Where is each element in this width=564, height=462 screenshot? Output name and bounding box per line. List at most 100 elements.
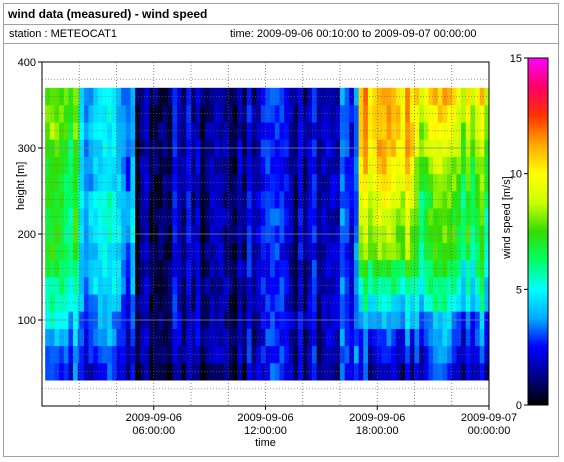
- heatmap-cell: [405, 173, 411, 192]
- heatmap-cell: [302, 87, 308, 106]
- heatmap-cell: [93, 122, 99, 140]
- heatmap-cell: [395, 328, 401, 347]
- heatmap-cell: [68, 105, 74, 123]
- heatmap-cell: [218, 328, 224, 347]
- heatmap-cell: [177, 259, 182, 278]
- heatmap-cell: [242, 363, 248, 381]
- heatmap-cell: [139, 122, 145, 140]
- heatmap-cell: [251, 208, 257, 226]
- heatmap-cell: [177, 87, 182, 106]
- heatmap-cell: [335, 87, 341, 106]
- heatmap-cell: [274, 363, 280, 381]
- heatmap-cell: [358, 277, 364, 295]
- heatmap-cell: [335, 105, 341, 123]
- heatmap-cell: [377, 87, 383, 106]
- heatmap-cell: [139, 259, 145, 278]
- axes: 1002003004002009-09-0606:00:002009-09-06…: [18, 57, 518, 437]
- heatmap-cell: [419, 294, 425, 312]
- heatmap-cell: [302, 173, 308, 192]
- heatmap-cell: [419, 173, 425, 192]
- heatmap-cell: [139, 363, 145, 381]
- heatmap-cell: [428, 328, 434, 347]
- heatmap-cell: [293, 242, 299, 261]
- heatmap-cell: [293, 328, 299, 347]
- heatmap-cell: [223, 87, 229, 106]
- heatmap-cell: [228, 363, 234, 381]
- heatmap-cell: [251, 122, 257, 140]
- heatmap-cell: [456, 242, 462, 261]
- heatmap-cell: [158, 173, 164, 192]
- heatmap-cell: [284, 191, 290, 209]
- heatmap-cell: [461, 294, 467, 312]
- heatmap-cell: [209, 191, 215, 209]
- heatmap-cell: [45, 328, 51, 347]
- heatmap-cell: [419, 87, 425, 106]
- heatmap-cell: [139, 242, 145, 261]
- heatmap-cell: [260, 156, 266, 175]
- heatmap-cell: [395, 345, 401, 364]
- heatmap-cell: [223, 363, 229, 381]
- heatmap-cell: [242, 173, 248, 192]
- heatmap-cell: [68, 122, 74, 140]
- heatmap-cell: [367, 363, 373, 381]
- heatmap-cell: [335, 363, 341, 381]
- heatmap-cell: [186, 328, 192, 347]
- heatmap-cell: [284, 363, 290, 381]
- heatmap-cell: [218, 156, 224, 175]
- heatmap-cell: [260, 345, 266, 364]
- heatmap-cell: [302, 259, 308, 278]
- heatmap-cell: [279, 328, 285, 347]
- heatmap-cell: [344, 87, 350, 106]
- heatmap-cell: [158, 363, 164, 381]
- heatmap-cell: [149, 294, 155, 312]
- heatmap-cell: [88, 277, 94, 295]
- heatmap-cell: [181, 363, 187, 381]
- heatmap-cell: [251, 328, 257, 347]
- heatmap-cell: [293, 294, 299, 312]
- heatmap-cell: [88, 259, 94, 278]
- heatmap-cell: [428, 277, 434, 295]
- heatmap-cell: [479, 363, 485, 381]
- heatmap-cell: [353, 328, 359, 347]
- heatmap-cell: [353, 105, 359, 123]
- heatmap-cell: [428, 208, 434, 226]
- heatmap-cell: [83, 191, 89, 209]
- heatmap-cell: [335, 191, 341, 209]
- heatmap-cell: [437, 363, 443, 381]
- heatmap-cell: [437, 277, 443, 295]
- heatmap-cell: [167, 328, 173, 347]
- heatmap-cell: [218, 191, 224, 209]
- heatmap-cell: [68, 294, 74, 312]
- heatmap-cell: [451, 242, 457, 261]
- heatmap-cell: [158, 294, 164, 312]
- heatmap-cell: [139, 294, 145, 312]
- heatmap-cell: [251, 259, 257, 278]
- heatmap-cell: [400, 156, 406, 175]
- heatmap-cell: [409, 259, 415, 278]
- heatmap-cell: [135, 208, 141, 226]
- heatmap-cell: [223, 173, 229, 192]
- heatmap-cell: [284, 122, 290, 140]
- heatmap-cell: [470, 259, 476, 278]
- heatmap-cell: [83, 363, 89, 381]
- heatmap-cell: [461, 277, 467, 295]
- heatmap-cell: [144, 294, 150, 312]
- heatmap-cell: [260, 105, 266, 123]
- heatmap-cell: [312, 242, 318, 261]
- heatmap-cell: [181, 191, 187, 209]
- heatmap-cell: [260, 363, 266, 381]
- heatmap-cell: [395, 259, 401, 278]
- heatmap-cell: [274, 173, 280, 192]
- heatmap-cell: [59, 328, 65, 347]
- heatmap-cell: [405, 328, 411, 347]
- heatmap-cell: [45, 259, 51, 278]
- heatmap-cell: [223, 259, 229, 278]
- heatmap-cell: [326, 277, 331, 295]
- heatmap-cell: [218, 208, 224, 226]
- heatmap-cell: [321, 122, 327, 140]
- heatmap-cell: [223, 345, 229, 364]
- heatmap-cell: [177, 208, 182, 226]
- heatmap-cell: [149, 122, 155, 140]
- heatmap-cell: [293, 345, 299, 364]
- heatmap-cell: [54, 294, 60, 312]
